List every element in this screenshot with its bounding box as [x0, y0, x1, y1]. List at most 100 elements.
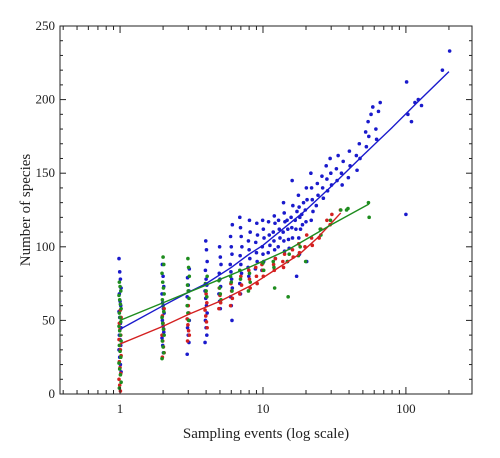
data-point: [374, 137, 379, 142]
data-point: [304, 219, 308, 224]
data-point: [186, 318, 191, 323]
data-point: [440, 68, 445, 72]
data-point: [329, 171, 333, 175]
data-point: [117, 311, 122, 315]
data-point: [160, 297, 165, 302]
data-point: [248, 280, 252, 284]
data-point: [277, 227, 282, 231]
data-point: [118, 355, 123, 360]
data-point: [117, 328, 122, 333]
data-point: [247, 218, 252, 223]
trend-line: [119, 203, 370, 322]
data-point: [160, 339, 165, 343]
data-point: [187, 296, 191, 301]
data-point: [217, 286, 222, 290]
data-point: [298, 227, 303, 231]
data-point: [161, 330, 166, 334]
data-point: [286, 227, 290, 231]
data-point: [367, 215, 371, 220]
data-point: [117, 297, 122, 302]
data-point: [247, 277, 252, 281]
data-point: [355, 168, 359, 173]
data-point: [253, 240, 258, 245]
data-point: [290, 236, 295, 240]
data-point: [339, 171, 344, 175]
data-point: [230, 289, 234, 293]
data-point: [160, 315, 164, 320]
data-point: [161, 286, 166, 290]
data-point: [238, 225, 243, 230]
data-point: [117, 293, 121, 298]
data-point: [230, 286, 235, 290]
data-point: [218, 292, 223, 296]
data-point: [282, 252, 287, 256]
data-point: [203, 340, 207, 345]
data-point: [336, 153, 340, 158]
data-point: [260, 218, 265, 223]
data-point: [262, 236, 266, 240]
data-point: [248, 230, 252, 234]
x-axis-title: Sampling events (log scale): [183, 426, 349, 442]
data-point: [162, 292, 166, 296]
data-point: [229, 280, 234, 284]
data-point: [205, 325, 209, 330]
plot-frame: [59, 25, 473, 395]
data-point: [273, 256, 278, 261]
axes-layer: 0 50 100 150 200 250 1 10 100: [36, 18, 472, 416]
data-point: [281, 230, 285, 234]
data-point: [246, 268, 251, 273]
data-point: [162, 333, 166, 337]
data-point: [294, 274, 299, 279]
data-point: [205, 311, 209, 315]
data-point: [334, 166, 339, 171]
data-point: [301, 200, 306, 205]
data-point: [378, 100, 383, 105]
data-point: [300, 222, 305, 227]
data-point: [239, 283, 244, 287]
data-point: [204, 320, 209, 324]
data-point: [205, 274, 209, 279]
data-point: [261, 227, 266, 231]
data-point: [186, 265, 191, 270]
data-point: [230, 222, 235, 227]
data-point: [271, 262, 276, 267]
data-point: [230, 296, 235, 301]
data-point: [187, 333, 192, 337]
data-point: [325, 218, 329, 223]
data-point: [304, 186, 309, 190]
x-tick-label: 100: [396, 401, 416, 416]
data-point: [205, 295, 209, 299]
data-point: [203, 239, 208, 243]
data-point: [186, 328, 191, 333]
data-point: [229, 245, 234, 249]
data-point: [118, 315, 122, 320]
data-point: [281, 265, 286, 270]
data-point: [160, 280, 165, 284]
data-point: [117, 383, 122, 387]
data-point: [117, 361, 121, 365]
data-point: [325, 177, 329, 181]
data-point: [328, 156, 332, 161]
data-point: [291, 203, 295, 208]
data-point: [357, 141, 362, 146]
data-point: [303, 259, 308, 264]
data-point: [185, 283, 190, 287]
y-tick-label: 50: [42, 312, 55, 327]
data-point: [253, 265, 258, 270]
data-point: [161, 255, 165, 259]
data-point: [240, 245, 244, 249]
data-point: [203, 314, 208, 318]
data-point: [239, 262, 243, 267]
data-point: [118, 373, 123, 377]
data-point: [272, 247, 277, 252]
data-point: [281, 259, 285, 264]
data-point: [160, 318, 165, 323]
x-tick-label: 10: [256, 401, 269, 416]
y-tick-label: 150: [36, 165, 56, 180]
data-point: [320, 174, 324, 178]
data-point: [161, 274, 165, 279]
data-point: [119, 380, 123, 385]
data-point: [229, 277, 234, 281]
